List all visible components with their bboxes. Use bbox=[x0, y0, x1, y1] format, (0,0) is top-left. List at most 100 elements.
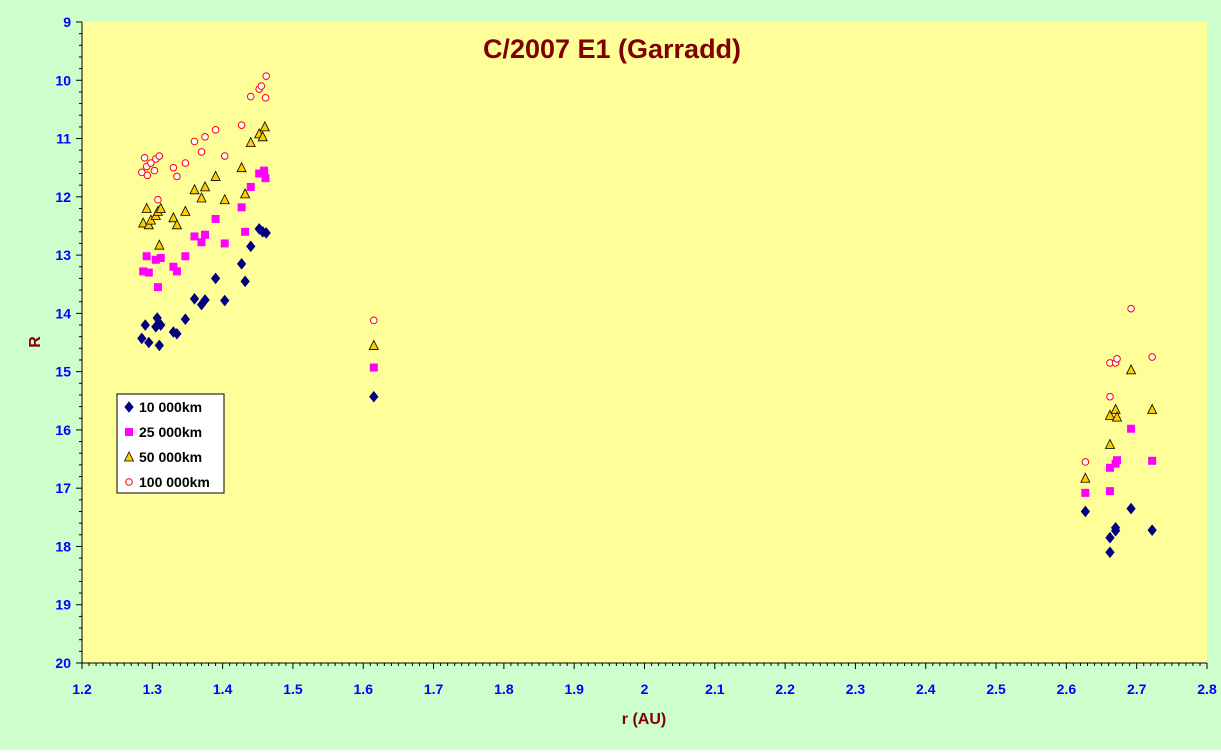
data-point-diamond bbox=[200, 294, 210, 306]
data-point-diamond bbox=[261, 227, 271, 239]
data-point-circle bbox=[190, 137, 199, 146]
y-tick-label: 18 bbox=[55, 538, 71, 554]
chart-title: C/2007 E1 (Garradd) bbox=[483, 34, 741, 64]
data-point-square bbox=[237, 203, 246, 212]
data-point-circle bbox=[1113, 355, 1121, 363]
data-point-diamond bbox=[1105, 531, 1115, 544]
y-tick-label: 15 bbox=[55, 364, 71, 380]
y-tick-label: 13 bbox=[55, 247, 71, 263]
x-tick-label: 1.8 bbox=[494, 681, 514, 697]
x-tick-label: 2.8 bbox=[1197, 681, 1217, 697]
data-point-circle bbox=[1127, 304, 1135, 313]
y-tick-label: 14 bbox=[55, 305, 71, 321]
data-point-triangle bbox=[168, 211, 179, 223]
data-point-circle bbox=[143, 171, 152, 180]
x-tick-label: 1.9 bbox=[564, 681, 584, 697]
data-point-square bbox=[139, 267, 148, 276]
data-point-triangle bbox=[210, 170, 221, 181]
data-point-circle bbox=[197, 148, 206, 156]
data-point-circle bbox=[169, 163, 178, 172]
data-point-diamond bbox=[172, 327, 182, 340]
data-point-triangle bbox=[1104, 409, 1116, 420]
x-tick-label: 2.7 bbox=[1127, 681, 1147, 697]
data-point-triangle bbox=[189, 183, 200, 195]
x-tick-label: 2.2 bbox=[775, 681, 795, 697]
data-point-square bbox=[144, 268, 153, 277]
x-tick-label: 2.1 bbox=[705, 681, 725, 697]
data-point-circle bbox=[1081, 458, 1090, 466]
data-point-diamond bbox=[189, 292, 200, 305]
data-point-circle bbox=[257, 82, 266, 90]
data-point-square bbox=[220, 239, 229, 248]
data-point-circle bbox=[155, 152, 164, 160]
data-point-square bbox=[246, 182, 255, 191]
data-point-triangle bbox=[154, 239, 165, 250]
data-point-triangle bbox=[141, 202, 152, 213]
y-tick-label: 20 bbox=[55, 655, 71, 671]
legend-marker-triangle bbox=[123, 451, 135, 462]
series-diamond bbox=[137, 223, 1157, 559]
data-point-circle bbox=[246, 92, 255, 101]
x-tick-label: 2.5 bbox=[986, 681, 1006, 697]
plot-area bbox=[82, 22, 1207, 663]
data-point-diamond bbox=[1126, 502, 1136, 515]
x-tick-label: 1.2 bbox=[72, 681, 92, 697]
data-point-triangle bbox=[1104, 438, 1116, 449]
data-point-circle bbox=[1106, 392, 1114, 401]
data-point-square bbox=[1105, 487, 1114, 496]
data-point-triangle bbox=[171, 218, 183, 230]
data-point-triangle bbox=[236, 161, 247, 173]
data-point-square bbox=[172, 267, 181, 276]
x-tick-label: 2 bbox=[641, 681, 649, 697]
legend-label: 25 000km bbox=[139, 424, 202, 440]
data-point-square bbox=[156, 254, 165, 263]
data-point-diamond bbox=[236, 258, 247, 270]
legend: 10 000km 25 000km 50 000km 100 000km bbox=[116, 393, 225, 494]
x-tick-label: 1.7 bbox=[424, 681, 444, 697]
data-point-square bbox=[197, 238, 206, 247]
data-point-diamond bbox=[369, 390, 379, 403]
legend-label: 10 000km bbox=[139, 399, 202, 415]
data-point-triangle bbox=[199, 181, 211, 192]
data-point-diamond bbox=[1105, 546, 1115, 559]
data-point-circle bbox=[150, 166, 159, 175]
data-point-square bbox=[261, 174, 270, 183]
data-point-square bbox=[169, 262, 178, 271]
data-point-triangle bbox=[1110, 403, 1121, 414]
data-point-diamond bbox=[144, 336, 154, 349]
data-point-circle bbox=[237, 121, 246, 129]
data-point-triangle bbox=[219, 193, 230, 205]
data-point-square bbox=[1081, 488, 1090, 497]
data-point-circle bbox=[220, 152, 229, 160]
data-point-circle bbox=[154, 195, 162, 204]
y-tick-label: 11 bbox=[56, 131, 71, 147]
series-triangle bbox=[138, 120, 1158, 483]
data-point-square bbox=[181, 252, 190, 261]
data-point-diamond bbox=[180, 313, 190, 325]
data-point-diamond bbox=[137, 332, 147, 345]
data-point-triangle bbox=[1111, 411, 1123, 422]
x-tick-label: 1.3 bbox=[143, 681, 163, 697]
data-point-square bbox=[142, 252, 151, 261]
data-marks bbox=[137, 72, 1158, 559]
data-point-circle bbox=[261, 93, 270, 102]
data-point-square bbox=[151, 255, 160, 264]
data-point-diamond bbox=[154, 339, 164, 352]
data-point-square bbox=[260, 166, 269, 175]
legend-label: 50 000km bbox=[139, 449, 202, 465]
data-point-triangle bbox=[1147, 403, 1158, 414]
data-point-triangle bbox=[368, 339, 379, 350]
data-point-triangle bbox=[245, 136, 256, 148]
data-point-circle bbox=[369, 316, 378, 325]
data-point-diamond bbox=[152, 312, 162, 324]
data-point-triangle bbox=[180, 205, 191, 216]
data-point-triangle bbox=[1125, 363, 1137, 375]
data-point-square bbox=[190, 232, 199, 241]
legend-marker-square bbox=[125, 428, 133, 436]
data-point-diamond bbox=[220, 294, 230, 307]
series-circle bbox=[137, 72, 1156, 466]
x-tick-label: 2.4 bbox=[916, 681, 936, 697]
data-point-diamond bbox=[156, 319, 166, 331]
